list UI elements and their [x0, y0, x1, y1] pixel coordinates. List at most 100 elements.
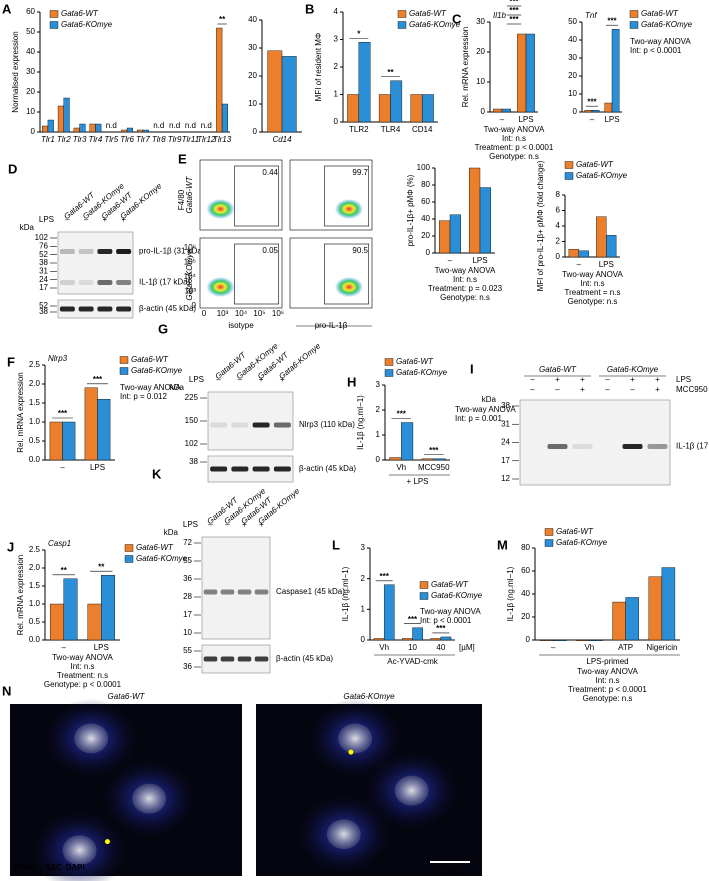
bar: [89, 123, 96, 133]
y-tick-label: 2.5: [29, 545, 41, 554]
marker-label: 102: [35, 233, 49, 242]
marker-label: 55: [183, 646, 192, 655]
blot-strip: [57, 299, 134, 319]
significance: ***: [408, 615, 418, 624]
image-title: Gata6-KOmye: [343, 692, 395, 701]
value-label: n.d: [201, 121, 212, 130]
y-tick-label: 1.5: [29, 581, 41, 590]
y-tick-label: 1.5: [29, 398, 41, 407]
x-tick-label: Tlr7: [136, 135, 150, 144]
image-title: Gata6-WT: [108, 692, 146, 701]
bar: [73, 127, 80, 133]
stats-note: Treatment: n.s: [57, 671, 108, 680]
x-tick-label: –: [551, 643, 556, 652]
gate-value: 0.05: [262, 246, 278, 255]
x-tick-label: –: [448, 256, 453, 265]
y-tick-label: 20: [521, 612, 530, 621]
treatment-sign: +: [259, 375, 264, 384]
marker-label: 38: [189, 457, 198, 466]
x-tick-label: Tlr11: [182, 135, 200, 144]
y-axis-label: IL-1β (ng.ml−1): [341, 566, 350, 621]
bar: [358, 42, 371, 123]
panel-label: J: [7, 539, 14, 554]
x-tick-label: –: [577, 260, 582, 269]
marker-label: 38: [39, 307, 48, 316]
legend-swatch: [397, 10, 407, 18]
bar: [584, 109, 593, 113]
bar: [389, 457, 402, 461]
bar: [57, 105, 64, 133]
y-tick-label: 0: [253, 127, 258, 136]
band: [97, 280, 113, 285]
gate-value: 99.7: [352, 168, 368, 177]
flow-plot: [199, 159, 283, 231]
bar: [439, 220, 451, 254]
legend-swatch: [384, 358, 394, 366]
gate: [234, 243, 280, 305]
blot-strip: [207, 391, 294, 451]
legend-label: Gata6-KOmye: [409, 20, 461, 29]
stats-note: Genotype: n.s: [440, 293, 490, 302]
x-tick-label: Tlr3: [73, 135, 87, 144]
legend-label: Gata6-KOmye: [576, 171, 628, 180]
marker-label: 72: [183, 538, 192, 547]
treatment-sign: +: [655, 375, 660, 384]
band: [78, 280, 94, 285]
y-tick-label: 0: [334, 117, 339, 126]
bar: [402, 638, 413, 641]
bar: [479, 187, 492, 254]
y-axis-label: F4/80: [177, 189, 186, 210]
y-tick-label: 4: [334, 7, 339, 16]
nucleus: [394, 775, 429, 806]
y-tick-label: 100: [417, 163, 431, 172]
significance: **: [98, 562, 105, 571]
significance: ***: [607, 16, 617, 25]
y-tick-label: 30: [568, 53, 577, 62]
bar: [84, 387, 98, 461]
y-tick-label: 40: [26, 47, 35, 56]
y-tick-label: 4: [556, 221, 561, 230]
y-tick-label: 10⁵: [184, 258, 196, 267]
band: [231, 422, 249, 428]
legend-label: Gata6-WT: [396, 357, 434, 366]
gate: [324, 165, 370, 227]
marker-label: 52: [39, 301, 48, 310]
band: [203, 656, 218, 662]
y-tick-label: 3: [334, 35, 339, 44]
stats-note: Treatment: p < 0.0001: [475, 143, 554, 152]
x-tick-label: Tlr8: [152, 135, 166, 144]
panel-label: H: [347, 374, 356, 389]
x-tick-label: Tlr12: [197, 135, 216, 144]
bar: [591, 109, 600, 113]
significance: ***: [93, 375, 103, 384]
bar: [604, 102, 613, 113]
legend-swatch: [124, 555, 134, 563]
band: [237, 656, 252, 662]
y-tick-label: 2: [361, 574, 366, 583]
bar: [648, 576, 663, 641]
bar: [552, 639, 567, 642]
bar: [421, 94, 434, 123]
treatment-sign: +: [655, 385, 660, 394]
marker-label: 38: [501, 401, 510, 410]
band: [572, 444, 593, 449]
bar: [578, 250, 589, 258]
x-tick-label: –: [62, 643, 67, 652]
y-axis-label: Rel. mRNA expression: [461, 27, 470, 107]
group-label: Gata6-KOmye: [607, 365, 659, 374]
y-tick-label: 0: [556, 252, 561, 261]
y-tick-label: 0: [31, 127, 36, 136]
x-tick-label: Vh: [396, 463, 406, 472]
significance: ***: [429, 446, 439, 455]
gene-title: Casp1: [48, 539, 71, 548]
y-tick-label: 20: [26, 87, 35, 96]
kda-label: kDa: [20, 223, 35, 232]
significance: *: [357, 29, 361, 38]
band: [647, 444, 668, 449]
band: [622, 444, 643, 449]
treatment-label: LPS: [189, 375, 204, 384]
y-tick-label: 0: [526, 635, 531, 644]
x-tick-label: LPS: [472, 256, 487, 265]
stain-label: F4/80: [14, 863, 35, 872]
